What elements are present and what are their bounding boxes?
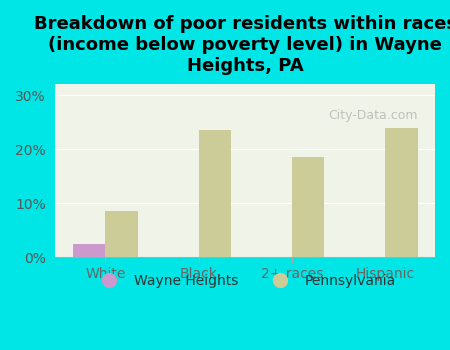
Bar xyxy=(73,244,105,257)
Text: City-Data.com: City-Data.com xyxy=(329,109,418,122)
Bar xyxy=(105,211,138,257)
Bar xyxy=(198,130,231,257)
Legend: Wayne Heights, Pennsylvania: Wayne Heights, Pennsylvania xyxy=(89,268,401,293)
Bar xyxy=(385,128,418,257)
Title: Breakdown of poor residents within races
(income below poverty level) in Wayne
H: Breakdown of poor residents within races… xyxy=(34,15,450,75)
Bar xyxy=(292,157,324,257)
